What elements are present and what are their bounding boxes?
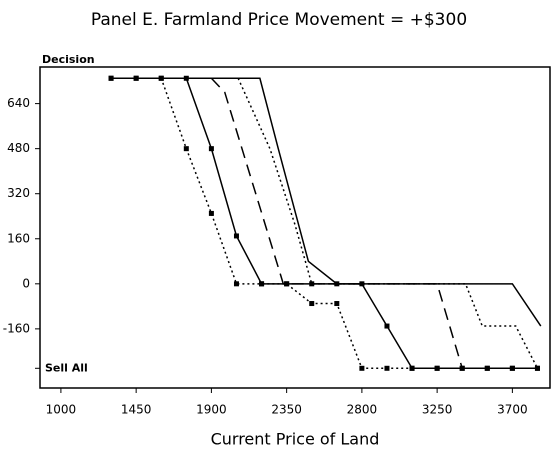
point-marker <box>509 365 515 371</box>
point-marker <box>334 301 340 307</box>
point-marker <box>534 365 540 371</box>
point-marker <box>158 75 164 81</box>
series-line <box>210 77 463 369</box>
point-marker <box>233 281 239 287</box>
point-marker <box>409 365 415 371</box>
chart-title: Panel E. Farmland Price Movement = +$300 <box>91 10 467 30</box>
series-line <box>186 77 542 327</box>
y-tick-label: -160 <box>3 321 30 335</box>
y-tick-label: 0 <box>22 276 30 290</box>
x-tick-label: 1000 <box>46 403 77 417</box>
point-marker <box>359 365 365 371</box>
point-marker <box>208 210 214 216</box>
x-tick-label: 3700 <box>497 403 528 417</box>
point-marker <box>108 75 114 81</box>
point-marker <box>208 146 214 152</box>
point-marker <box>259 281 265 287</box>
point-marker <box>384 323 390 329</box>
plot-frame <box>39 66 551 389</box>
point-marker <box>133 75 139 81</box>
y-tick-label: 640 <box>7 96 30 110</box>
y-tick-label: 160 <box>7 231 30 245</box>
x-tick-label: 2350 <box>271 403 302 417</box>
x-tick-label: 1450 <box>121 403 152 417</box>
y-tick-label: Sell All <box>45 361 88 374</box>
series-line <box>111 77 538 370</box>
x-tick-label: 1900 <box>196 403 227 417</box>
point-marker <box>384 365 390 371</box>
x-axis-title: Current Price of Land <box>211 430 380 449</box>
series-line <box>111 77 538 370</box>
point-marker <box>484 365 490 371</box>
y-axis-title: Decision <box>42 53 95 66</box>
point-marker <box>309 301 315 307</box>
x-tick-label: 3250 <box>422 403 453 417</box>
point-marker <box>183 146 189 152</box>
point-marker <box>284 281 290 287</box>
y-tick-label: 480 <box>7 141 30 155</box>
point-marker <box>434 365 440 371</box>
y-tick-label: 320 <box>7 186 30 200</box>
point-marker <box>233 233 239 239</box>
x-tick-label: 2800 <box>347 403 378 417</box>
